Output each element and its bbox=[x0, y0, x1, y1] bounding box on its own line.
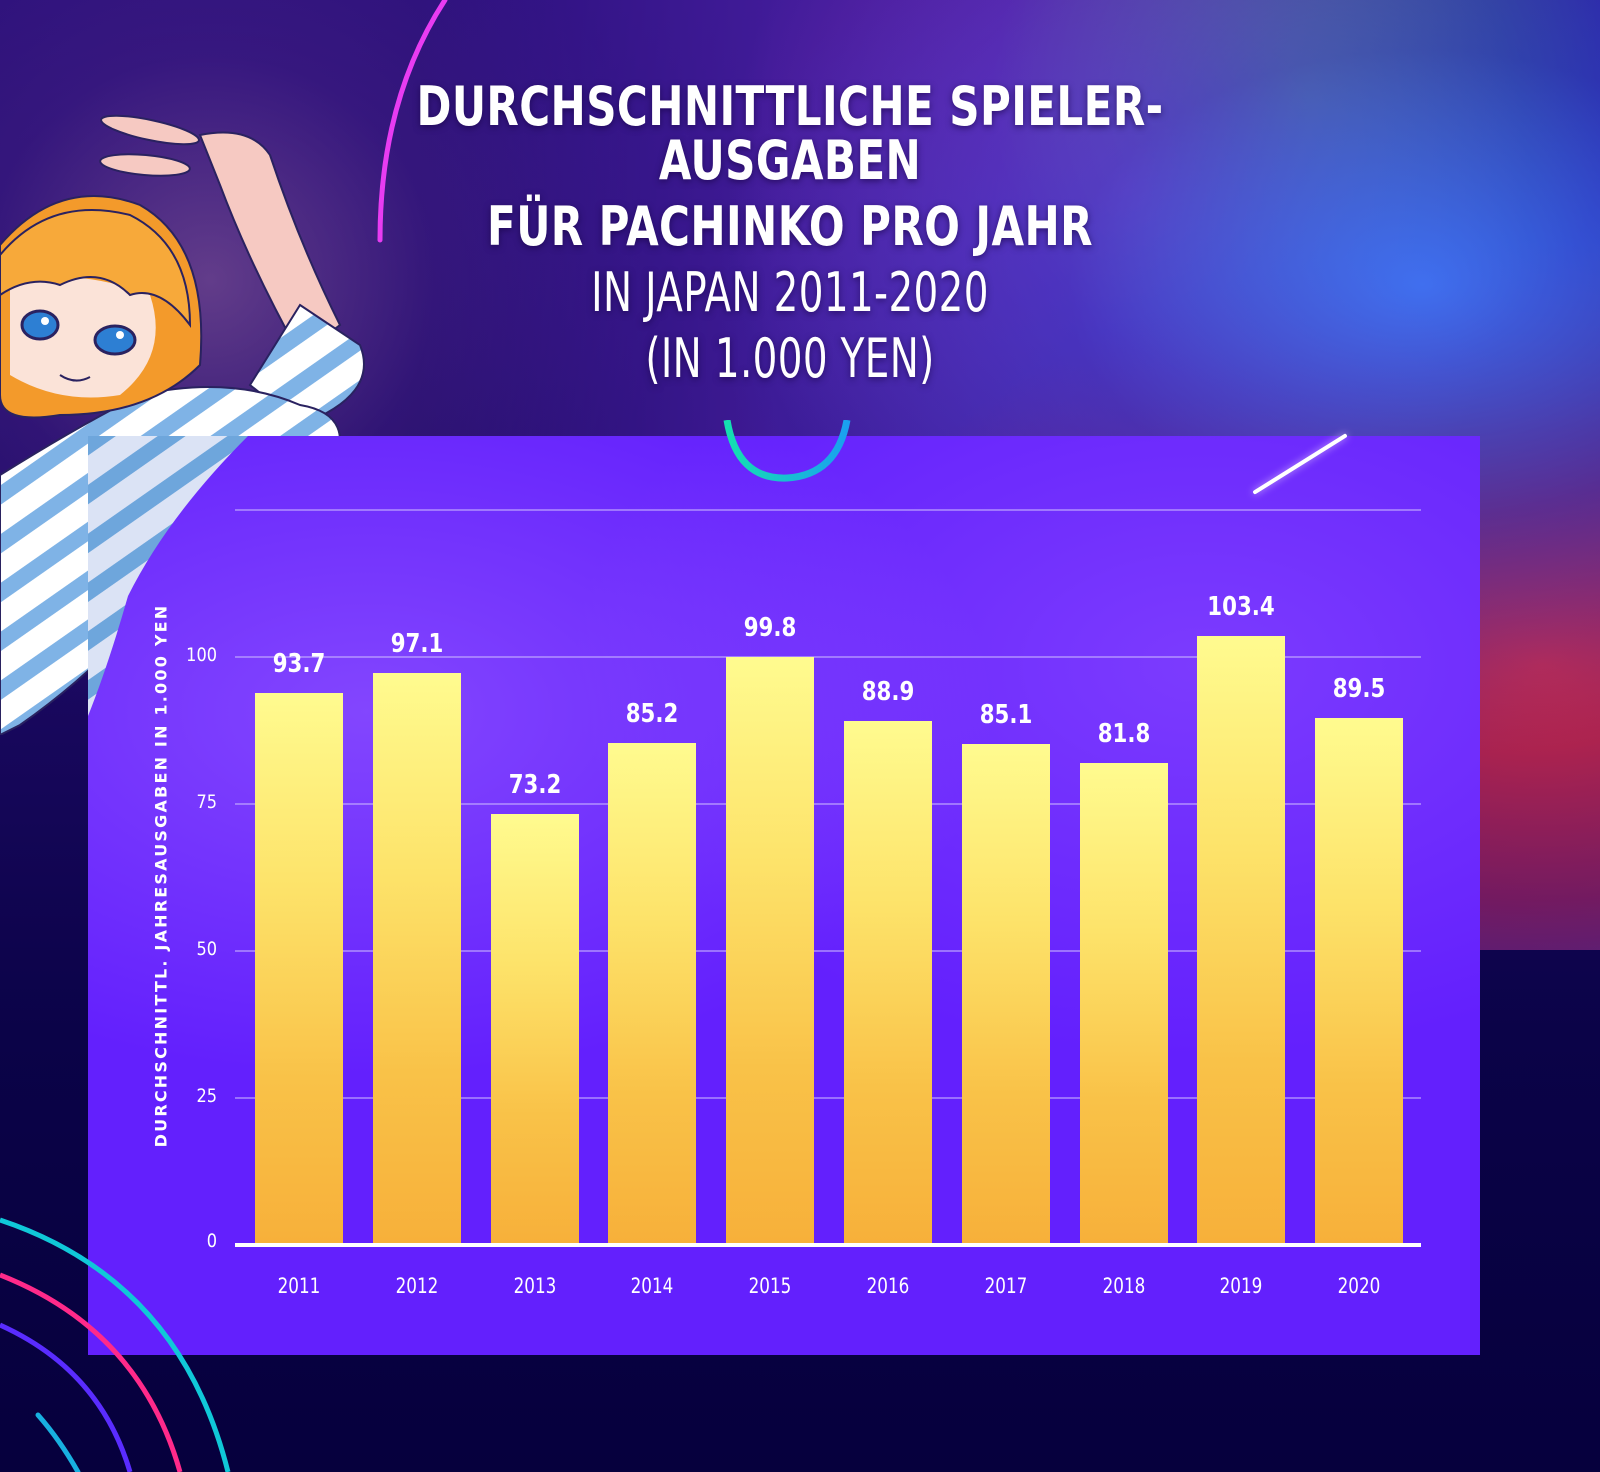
y-axis-label: DURCHSCHNITTL. JAHRESAUSGABEN IN 1.000 Y… bbox=[151, 603, 171, 1147]
x-tick-label: 2016 bbox=[866, 1274, 910, 1298]
bar-value-label: 88.9 bbox=[861, 677, 915, 708]
bar-2013 bbox=[490, 813, 579, 1244]
x-tick-label: 2019 bbox=[1220, 1274, 1263, 1298]
bar-2019 bbox=[1197, 636, 1286, 1244]
gridline-50 bbox=[235, 950, 1421, 952]
title-line-2: FÜR PACHINKO PRO JAHR bbox=[487, 195, 1093, 258]
x-tick-label: 2011 bbox=[277, 1274, 321, 1298]
bar-value-label: 85.2 bbox=[626, 699, 679, 730]
x-tick-label: 2013 bbox=[513, 1274, 556, 1298]
bar-2014 bbox=[608, 743, 697, 1244]
neon-arc-decoration bbox=[377, 0, 448, 243]
x-axis-baseline bbox=[235, 1243, 1421, 1247]
gridline-100 bbox=[235, 656, 1421, 658]
bar-2011 bbox=[255, 693, 343, 1244]
y-tick-50: 50 bbox=[196, 938, 217, 960]
title-line-1: DURCHSCHNITTLICHE SPIELER-AUSGABEN bbox=[416, 75, 1164, 192]
gridline-75 bbox=[235, 803, 1421, 805]
neon-ring-decoration bbox=[723, 420, 851, 482]
bar-2016 bbox=[844, 721, 932, 1244]
y-tick-25: 25 bbox=[196, 1085, 217, 1107]
y-axis-title: DURCHSCHNITTL. JAHRESAUSGABEN IN 1.000 Y… bbox=[148, 603, 174, 1147]
bar-value-label: 97.1 bbox=[390, 629, 444, 660]
character-overlap bbox=[88, 436, 248, 716]
gridline-125 bbox=[235, 509, 1421, 511]
title-line-4: (IN 1.000 YEN) bbox=[645, 327, 935, 390]
bar-value-label: 85.1 bbox=[979, 699, 1033, 730]
gridline-25 bbox=[235, 1097, 1421, 1099]
neon-arcs-decoration bbox=[0, 1217, 231, 1472]
bar-2017 bbox=[961, 743, 1050, 1244]
bar-value-label: 103.4 bbox=[1207, 592, 1276, 622]
x-tick-label: 2017 bbox=[984, 1274, 1028, 1298]
title-line-3: IN JAPAN 2011-2020 bbox=[591, 261, 989, 324]
bar-value-label: 73.2 bbox=[508, 769, 561, 800]
x-tick-label: 2018 bbox=[1102, 1274, 1145, 1298]
x-tick-label: 2014 bbox=[631, 1274, 674, 1298]
bar-value-label: 81.8 bbox=[1097, 719, 1150, 750]
bar-2018 bbox=[1079, 763, 1168, 1244]
y-tick-75: 75 bbox=[196, 791, 217, 813]
y-tick-0: 0 bbox=[206, 1230, 217, 1252]
x-tick-label: 2015 bbox=[748, 1274, 792, 1298]
chart-title: DURCHSCHNITTLICHE SPIELER-AUSGABEN FÜR P… bbox=[200, 80, 1380, 398]
bar-value-label: 89.5 bbox=[1332, 673, 1386, 704]
x-tick-label: 2012 bbox=[395, 1274, 439, 1298]
bar-2020 bbox=[1315, 717, 1404, 1244]
bar-2015 bbox=[726, 657, 815, 1244]
bar-value-label: 93.7 bbox=[272, 649, 326, 680]
x-tick-label: 2020 bbox=[1337, 1274, 1381, 1298]
bar-2012 bbox=[372, 673, 461, 1244]
bar-value-label: 99.8 bbox=[743, 613, 797, 644]
y-tick-100: 100 bbox=[186, 644, 217, 666]
